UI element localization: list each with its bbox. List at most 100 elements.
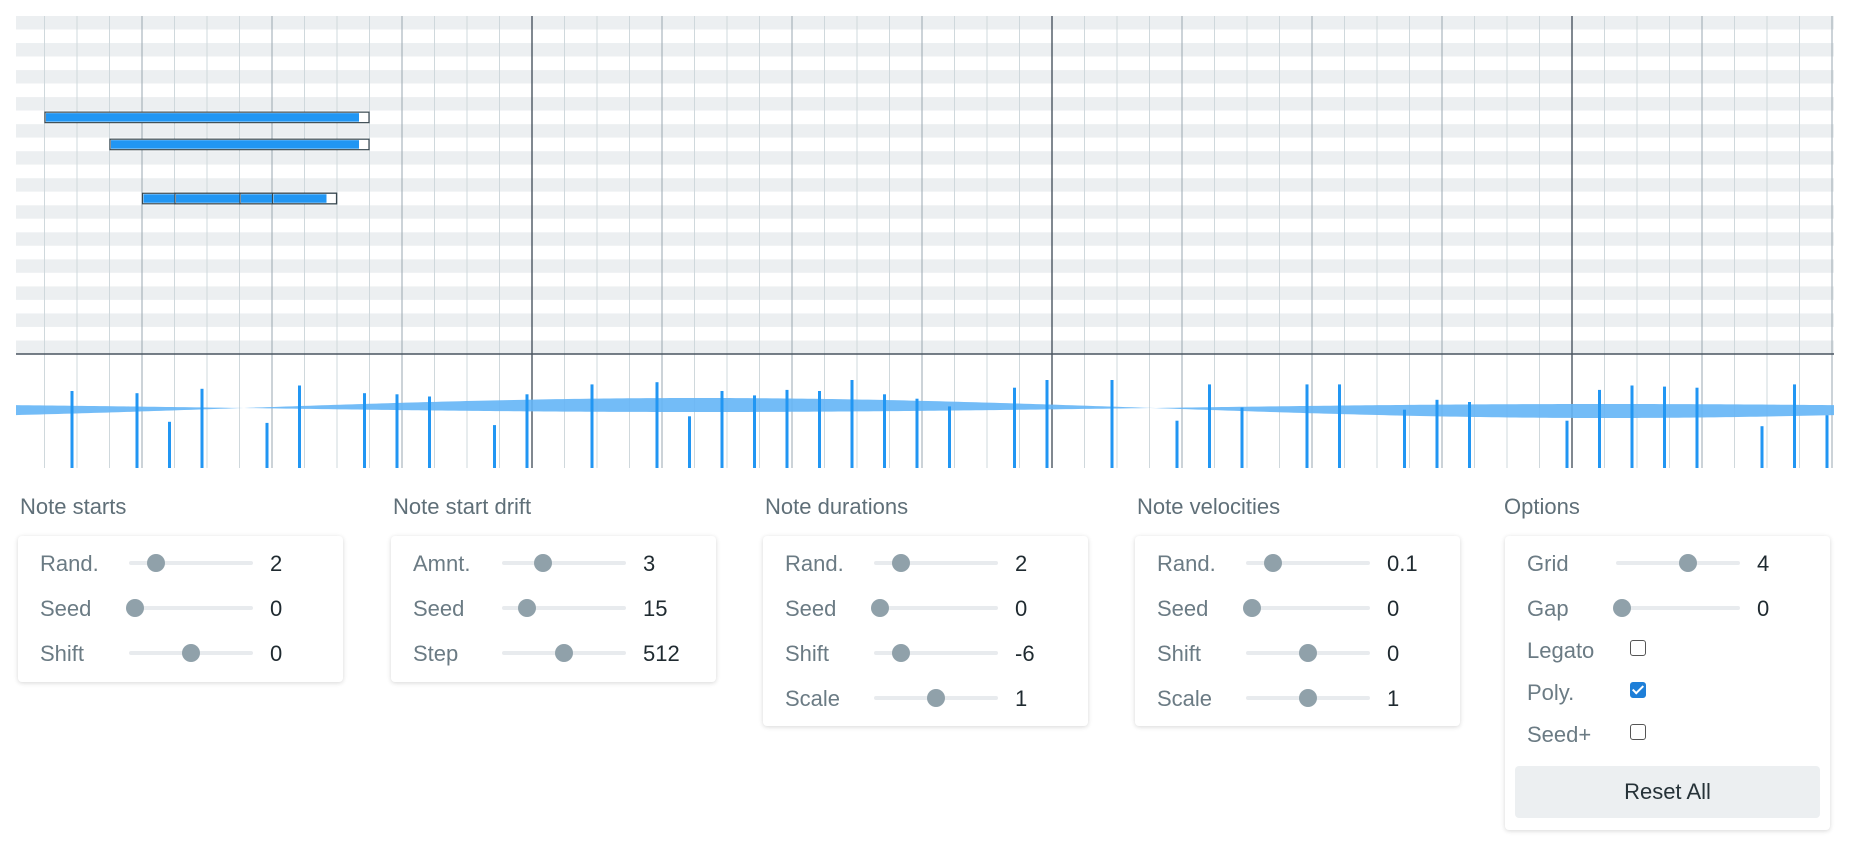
slider-value: 0	[1387, 641, 1400, 666]
slider-thumb[interactable]	[927, 689, 945, 707]
velocity-bar[interactable]	[753, 395, 756, 468]
note[interactable]	[109, 138, 370, 151]
slider-thumb[interactable]	[126, 599, 145, 617]
pitch-row	[16, 151, 1834, 165]
velocity-bar[interactable]	[1598, 389, 1601, 468]
pitch-row	[16, 259, 1834, 273]
velocity-bar[interactable]	[1305, 384, 1309, 468]
legato-checkbox[interactable]	[1630, 640, 1646, 656]
note-fill	[111, 140, 359, 149]
panel: Amnt. 3 Seed 15 Step 512	[391, 536, 716, 682]
slider-track[interactable]	[129, 561, 253, 565]
slider-track[interactable]	[1246, 561, 1370, 565]
velocity-bar[interactable]	[70, 391, 74, 468]
velocity-bar[interactable]	[948, 406, 951, 468]
velocity-bar[interactable]	[720, 391, 724, 468]
slider-thumb[interactable]	[1299, 644, 1317, 662]
slider-thumb[interactable]	[555, 644, 573, 662]
velocity-bar[interactable]	[1175, 420, 1179, 468]
seed-plus-row: Seed+	[1505, 719, 1830, 749]
velocity-bar[interactable]	[1663, 386, 1666, 468]
gap-slider[interactable]	[1616, 606, 1740, 610]
seed-plus-checkbox[interactable]	[1630, 724, 1646, 740]
velocity-bar[interactable]	[265, 422, 269, 468]
velocity-bar[interactable]	[428, 396, 431, 469]
slider-track[interactable]	[1246, 606, 1370, 610]
slider-track[interactable]	[874, 561, 998, 565]
poly-checkbox[interactable]	[1630, 682, 1646, 698]
pitch-row	[16, 178, 1834, 192]
slider-thumb[interactable]	[892, 644, 911, 662]
slider-thumb[interactable]	[1299, 689, 1317, 707]
legato-label: Legato	[1527, 638, 1595, 663]
velocity-bar[interactable]	[1013, 387, 1016, 468]
pitch-row	[16, 56, 1834, 71]
velocity-bar[interactable]	[850, 380, 854, 468]
piano-roll-notes[interactable]	[44, 111, 370, 205]
slider-row: Scale 1	[763, 683, 1088, 713]
slider-track[interactable]	[502, 606, 626, 610]
velocity-lane[interactable]	[16, 380, 1834, 468]
grid-slider-thumb[interactable]	[1678, 554, 1697, 572]
panel-title: Note durations	[765, 494, 909, 519]
velocity-bar[interactable]	[1403, 409, 1406, 468]
piano-roll[interactable]	[16, 16, 1834, 468]
velocity-bar[interactable]	[655, 382, 659, 468]
slider-row: Seed 0	[18, 593, 343, 623]
grid-slider[interactable]	[1616, 561, 1740, 565]
velocity-bar[interactable]	[1695, 387, 1699, 468]
velocity-bar[interactable]	[1760, 426, 1764, 468]
slider-thumb[interactable]	[1243, 599, 1262, 617]
velocity-bar[interactable]	[493, 425, 496, 468]
velocity-bar[interactable]	[883, 394, 886, 468]
velocity-bar[interactable]	[1435, 399, 1439, 468]
velocity-bar[interactable]	[818, 391, 821, 468]
slider-thumb[interactable]	[533, 554, 552, 572]
note[interactable]	[44, 111, 370, 124]
slider-track[interactable]	[874, 606, 998, 610]
pitch-row	[16, 110, 1834, 125]
velocity-bar[interactable]	[1793, 384, 1796, 468]
gap-row: Gap 0	[1505, 593, 1830, 623]
slider-value: 2	[1015, 551, 1028, 576]
velocity-bar[interactable]	[135, 393, 139, 468]
note-fill	[46, 113, 359, 122]
slider-thumb[interactable]	[1264, 554, 1283, 572]
velocity-bar[interactable]	[1468, 402, 1471, 468]
velocity-bar[interactable]	[168, 421, 171, 468]
pitch-row	[16, 43, 1834, 57]
piano-roll-background	[16, 16, 1834, 468]
slider-track[interactable]	[502, 561, 626, 565]
velocity-bar[interactable]	[785, 389, 789, 468]
slider-row: Shift 0	[18, 638, 343, 668]
velocity-bar[interactable]	[1240, 407, 1244, 469]
slider-row: Shift 0	[1135, 638, 1460, 668]
velocity-bar[interactable]	[1208, 384, 1211, 468]
velocity-bar[interactable]	[1045, 380, 1049, 468]
slider-thumb[interactable]	[892, 554, 911, 572]
velocity-bar[interactable]	[688, 416, 691, 468]
velocity-bar[interactable]	[525, 394, 529, 468]
slider-row: Amnt. 3	[391, 548, 716, 578]
slider-thumb[interactable]	[147, 554, 166, 572]
velocity-bar[interactable]	[1630, 385, 1634, 469]
slider-thumb[interactable]	[182, 644, 200, 662]
velocity-bar[interactable]	[363, 393, 366, 468]
slider-thumb[interactable]	[517, 599, 536, 617]
pitch-row	[16, 137, 1834, 152]
reset-all-button[interactable]: Reset All	[1515, 766, 1820, 818]
velocity-bar[interactable]	[298, 385, 301, 469]
velocity-bar[interactable]	[590, 384, 594, 468]
velocity-bar[interactable]	[1338, 384, 1341, 468]
velocity-bar[interactable]	[395, 394, 399, 468]
velocity-bar[interactable]	[915, 398, 919, 468]
slider-thumb[interactable]	[871, 599, 890, 617]
slider-track[interactable]	[874, 651, 998, 655]
velocity-bar[interactable]	[200, 388, 204, 468]
velocity-bar[interactable]	[1825, 415, 1829, 468]
velocity-bar[interactable]	[1565, 420, 1569, 468]
velocity-bar[interactable]	[1110, 380, 1114, 468]
slider-track[interactable]	[129, 606, 253, 610]
note[interactable]	[271, 192, 338, 205]
gap-slider-thumb[interactable]	[1613, 599, 1632, 617]
